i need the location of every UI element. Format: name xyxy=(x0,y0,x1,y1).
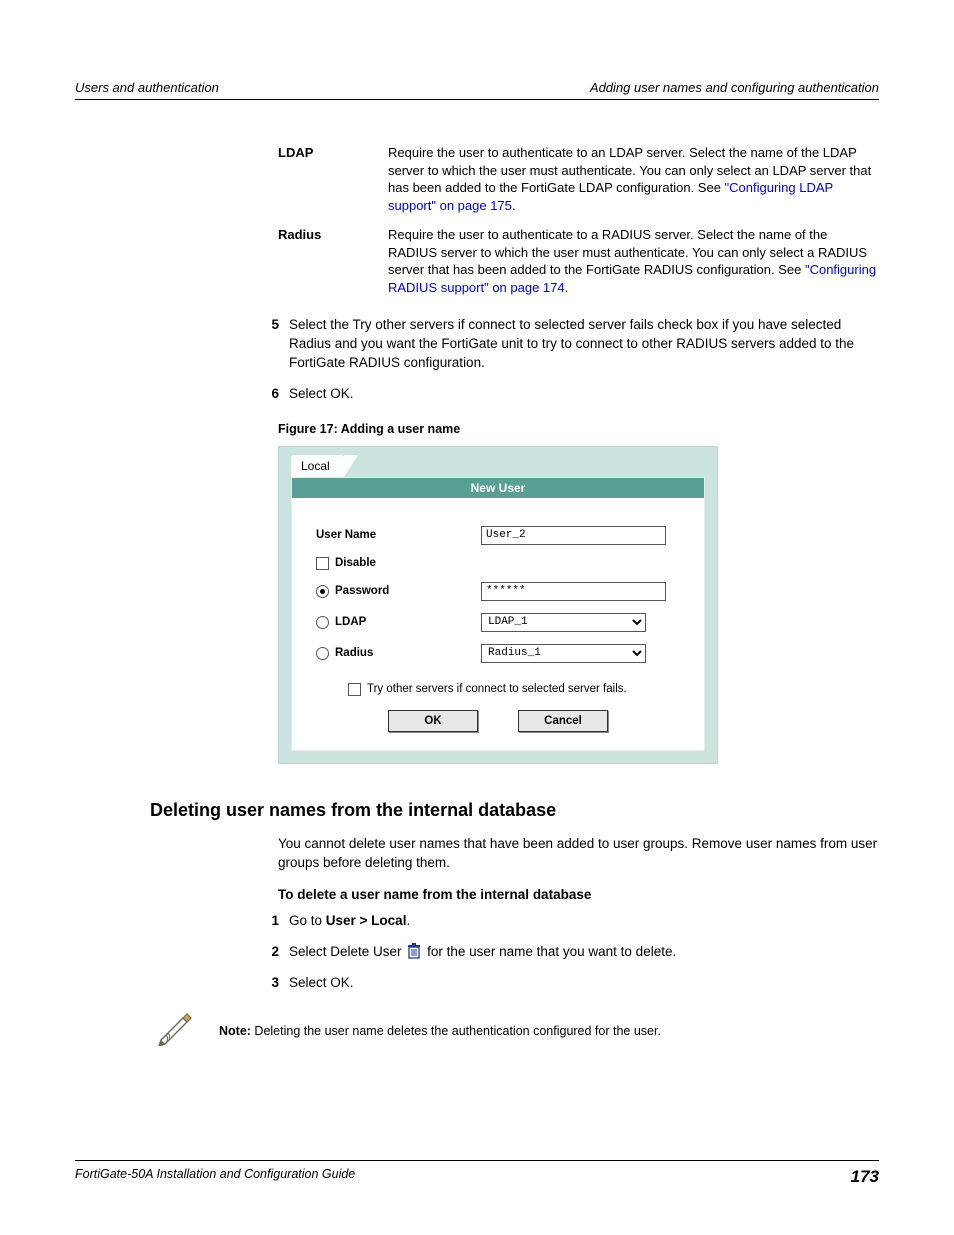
footer-left: FortiGate-50A Installation and Configura… xyxy=(75,1167,355,1187)
ok-button[interactable]: OK xyxy=(388,710,478,732)
step-5-num: 5 xyxy=(255,316,279,373)
radio-radius[interactable] xyxy=(316,647,329,660)
label-password: Password xyxy=(335,585,389,597)
page-footer: FortiGate-50A Installation and Configura… xyxy=(75,1160,879,1187)
step-6-text: Select OK. xyxy=(289,385,879,404)
stepb-3-num: 3 xyxy=(255,974,279,993)
figure-screenshot: Local New User User Name Disable Passwor… xyxy=(278,446,718,764)
header-left: Users and authentication xyxy=(75,80,219,95)
tab-local[interactable]: Local xyxy=(291,455,344,477)
label-radius: Radius xyxy=(335,647,373,659)
step-6-num: 6 xyxy=(255,385,279,404)
input-username[interactable] xyxy=(481,526,666,545)
label-disable: Disable xyxy=(335,557,376,569)
form-title: New User xyxy=(292,478,704,498)
def-ldap-term: LDAP xyxy=(278,144,388,214)
step-5-text: Select the Try other servers if connect … xyxy=(289,316,879,373)
procedure-heading: To delete a user name from the internal … xyxy=(278,887,879,902)
note-text: Note: Deleting the user name deletes the… xyxy=(219,1024,661,1038)
def-ldap-desc: Require the user to authenticate to an L… xyxy=(388,144,879,214)
definition-table: LDAP Require the user to authenticate to… xyxy=(278,144,879,296)
section-intro: You cannot delete user names that have b… xyxy=(278,835,879,873)
checkbox-disable[interactable] xyxy=(316,557,329,570)
select-ldap[interactable]: LDAP_1 xyxy=(481,613,646,632)
figure-caption: Figure 17: Adding a user name xyxy=(278,422,879,436)
header-right: Adding user names and configuring authen… xyxy=(590,80,879,95)
numbered-steps-b: 1 Go to User > Local. 2 Select Delete Us… xyxy=(255,912,879,993)
select-radius[interactable]: Radius_1 xyxy=(481,644,646,663)
checkbox-try-other[interactable] xyxy=(348,683,361,696)
page-header: Users and authentication Adding user nam… xyxy=(75,80,879,100)
stepb-1-text: Go to User > Local. xyxy=(289,912,879,931)
radio-password[interactable] xyxy=(316,585,329,598)
numbered-steps-a: 5 Select the Try other servers if connec… xyxy=(255,316,879,404)
cancel-button[interactable]: Cancel xyxy=(518,710,608,732)
page-number: 173 xyxy=(851,1167,879,1187)
section-heading: Deleting user names from the internal da… xyxy=(150,800,879,821)
label-ldap: LDAP xyxy=(335,616,366,628)
radio-ldap[interactable] xyxy=(316,616,329,629)
trash-icon xyxy=(407,943,421,959)
def-radius-desc: Require the user to authenticate to a RA… xyxy=(388,226,879,296)
stepb-2-num: 2 xyxy=(255,943,279,962)
stepb-3-text: Select OK. xyxy=(289,974,879,993)
stepb-2-text: Select Delete User for the user name tha… xyxy=(289,943,879,962)
note-icon xyxy=(155,1010,195,1051)
stepb-1-num: 1 xyxy=(255,912,279,931)
label-try-other: Try other servers if connect to selected… xyxy=(367,683,627,695)
label-username: User Name xyxy=(316,529,376,541)
def-radius-term: Radius xyxy=(278,226,388,296)
input-password[interactable] xyxy=(481,582,666,601)
note-block: Note: Deleting the user name deletes the… xyxy=(155,1010,879,1051)
